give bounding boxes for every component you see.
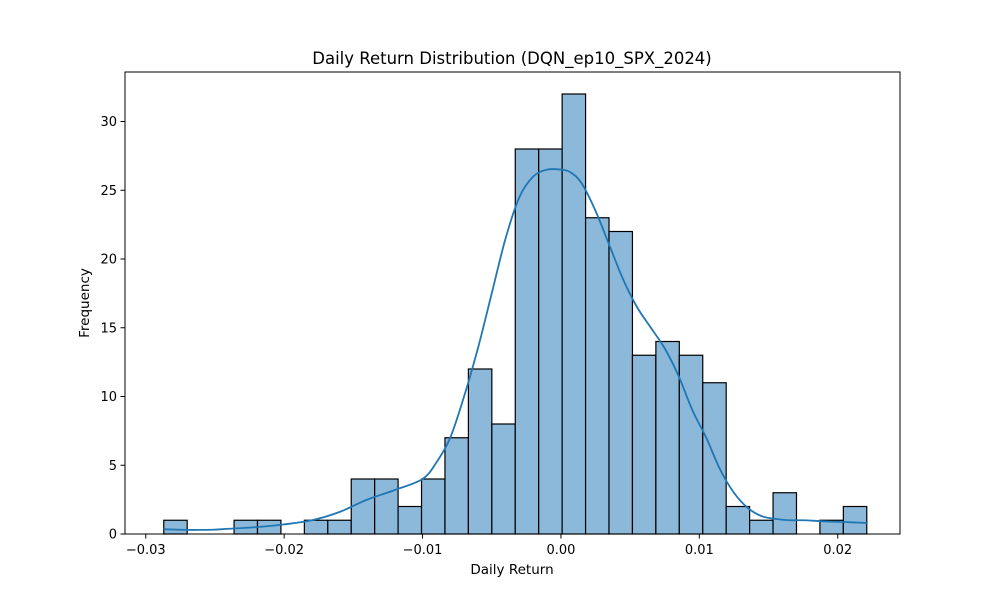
histogram-bar	[725, 505, 751, 535]
histogram-bar	[374, 478, 399, 535]
x-tick-label: 0.00	[546, 543, 575, 558]
x-tick-label: −0.03	[126, 543, 166, 558]
histogram-bar	[538, 148, 563, 535]
histogram-bar	[631, 354, 657, 535]
histogram-bar	[327, 519, 352, 535]
x-axis-label: Daily Return	[470, 562, 553, 578]
histogram-bar	[444, 437, 469, 535]
histogram-bar	[163, 519, 188, 535]
histogram-bar	[514, 148, 540, 535]
y-tick-label: 0	[109, 528, 117, 543]
x-tick-label: −0.01	[403, 543, 443, 558]
y-tick-label: 20	[100, 253, 117, 268]
histogram-bar	[772, 492, 798, 535]
x-axis: −0.03 −0.02 −0.01 0.00 0.01 0.02	[126, 534, 852, 558]
histogram-bar	[584, 217, 610, 535]
histogram-bar	[842, 505, 868, 535]
y-tick-label: 30	[100, 115, 117, 130]
x-tick-label: 0.01	[685, 543, 714, 558]
y-tick-label: 15	[100, 321, 117, 336]
histogram-bar	[303, 519, 329, 535]
y-axis: 0 5 10 15 20 25 30	[100, 115, 125, 543]
y-axis-label: Frequency	[77, 268, 93, 338]
histogram-bar	[678, 354, 704, 535]
axes-frame	[124, 71, 901, 535]
bars-group	[163, 93, 868, 535]
histogram-bar	[397, 505, 423, 535]
y-tick-label: 25	[100, 184, 117, 199]
histogram-bar	[491, 423, 516, 535]
histogram-bar	[467, 368, 493, 535]
histogram-bar	[420, 478, 446, 535]
histogram-bar	[608, 230, 634, 535]
y-tick-label: 10	[100, 390, 117, 405]
histogram-bar	[749, 519, 774, 535]
kde-curve	[163, 168, 867, 531]
chart-title: Daily Return Distribution (DQN_ep10_SPX_…	[312, 49, 712, 69]
x-tick-label: −0.02	[264, 543, 304, 558]
y-tick-label: 5	[109, 459, 117, 474]
x-tick-label: 0.02	[823, 543, 852, 558]
histogram-bar	[561, 93, 587, 535]
histogram-bar	[350, 478, 376, 535]
